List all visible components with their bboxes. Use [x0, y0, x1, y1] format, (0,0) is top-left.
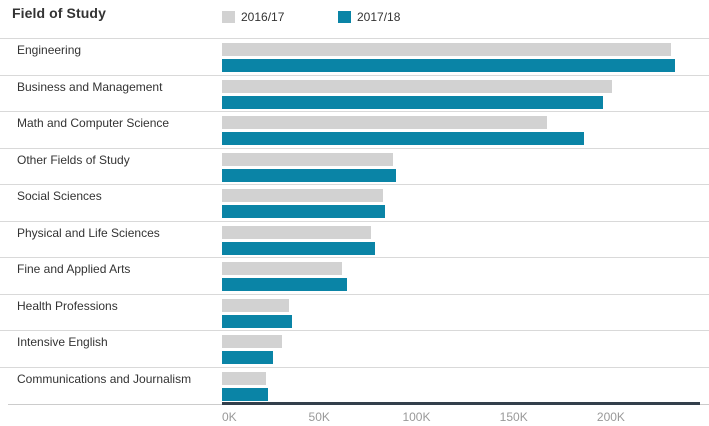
- category-label: Intensive English: [17, 335, 108, 350]
- bar-2016-17[interactable]: [222, 262, 342, 276]
- x-axis-tick-label: 200K: [596, 410, 625, 424]
- chart-row: Fine and Applied Arts: [0, 257, 709, 294]
- chart-row: Physical and Life Sciences: [0, 220, 709, 258]
- chart-row: Communications and Journalism: [0, 366, 709, 404]
- bar-2016-17[interactable]: [222, 43, 671, 56]
- bar-2016-17[interactable]: [222, 79, 612, 93]
- category-label: Health Professions: [17, 298, 118, 313]
- bar-2017-18[interactable]: [222, 59, 675, 72]
- x-axis-line: [222, 402, 700, 405]
- category-label: Business and Management: [17, 79, 163, 94]
- chart-row: Engineering: [0, 38, 709, 75]
- chart-row: Other Fields of Study: [0, 147, 709, 185]
- legend-swatch-2017-18: [338, 11, 351, 23]
- legend-label: 2016/17: [241, 10, 285, 24]
- bar-2016-17[interactable]: [222, 189, 383, 203]
- legend: 2016/17 2017/18: [0, 10, 709, 26]
- x-axis-tick-label: 0K: [222, 410, 237, 424]
- chart-row: Business and Management: [0, 74, 709, 112]
- category-label: Engineering: [17, 43, 82, 57]
- bar-2017-18[interactable]: [222, 351, 273, 365]
- x-axis-tick-label: 150K: [499, 410, 528, 424]
- legend-label: 2017/18: [357, 10, 401, 24]
- category-label: Social Sciences: [17, 189, 102, 204]
- category-label: Other Fields of Study: [17, 152, 130, 167]
- bar-2017-18[interactable]: [222, 205, 385, 219]
- chart-row: Math and Computer Science: [0, 111, 709, 148]
- legend-swatch-2016-17: [222, 11, 235, 23]
- category-label: Math and Computer Science: [17, 116, 170, 131]
- bar-2017-18[interactable]: [222, 132, 584, 146]
- bar-2017-18[interactable]: [222, 241, 375, 255]
- chart-row: Intensive English: [0, 330, 709, 367]
- category-label: Fine and Applied Arts: [17, 262, 131, 277]
- category-label: Communications and Journalism: [17, 371, 192, 386]
- x-axis-tick-label: 50K: [308, 410, 330, 424]
- bar-2016-17[interactable]: [222, 225, 371, 239]
- chart-row: Health Professions: [0, 293, 709, 331]
- bar-2017-18[interactable]: [222, 387, 268, 401]
- bar-2017-18[interactable]: [222, 95, 603, 109]
- category-label: Physical and Life Sciences: [17, 225, 160, 240]
- page-title: Field of Study: [12, 5, 106, 21]
- bar-2017-18[interactable]: [222, 168, 396, 182]
- bar-2016-17[interactable]: [222, 371, 266, 385]
- bar-2017-18[interactable]: [222, 314, 292, 328]
- bar-2016-17[interactable]: [222, 152, 393, 166]
- chart-row: Social Sciences: [0, 184, 709, 221]
- bar-2016-17[interactable]: [222, 298, 289, 312]
- x-axis-tick-label: 100K: [402, 410, 431, 424]
- bar-2017-18[interactable]: [222, 278, 347, 292]
- bar-2016-17[interactable]: [222, 335, 282, 349]
- bar-2016-17[interactable]: [222, 116, 547, 130]
